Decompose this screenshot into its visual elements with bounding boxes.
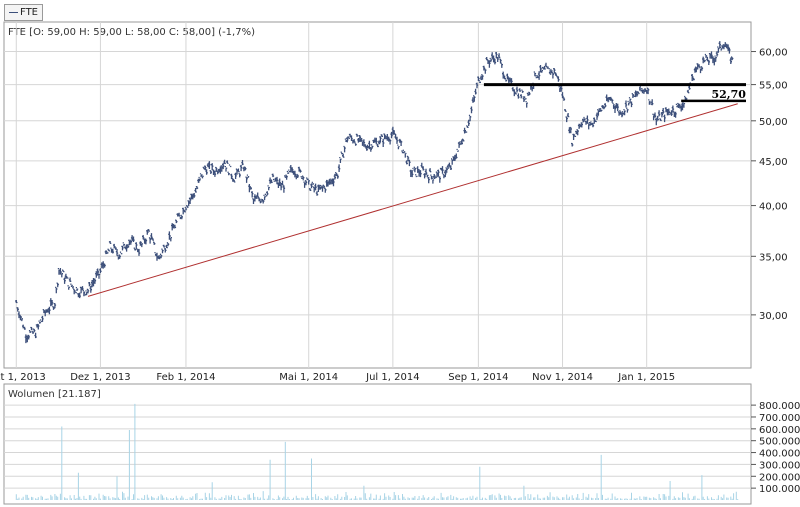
price-y-tick-label: 35,00 [759,252,788,263]
trend-line [87,103,738,297]
price-x-axis: Okt 1, 2013 Dez 1, 2013 Feb 1, 2014 Mai 1, … [0,372,675,383]
volume-y-tick-label: 300.000 [759,460,800,471]
volume-y-tick-label: 100.000 [759,484,800,495]
price-panel-frame [3,21,752,369]
price-y-tick-label: 60,00 [759,48,788,59]
price-y-tick-label: 50,00 [759,117,788,128]
x-tick-label: Nov 1, 2014 [532,372,593,383]
price-y-axis: 30,00 35,00 40,00 45,00 50,00 55,00 60,00 [751,48,788,322]
price-panel-title: FTE [O: 59,00 H: 59,00 L: 58,00 C: 58,00… [8,27,255,38]
volume-y-tick-label: 400.000 [759,449,800,460]
symbol-tag: FTE [4,4,44,21]
x-tick-label: Feb 1, 2014 [156,372,215,383]
volume-panel: Wolumen [21.187] 100.000200.000300.00040… [3,383,800,505]
x-tick-label: Jan 1, 2015 [617,372,675,383]
price-y-tick-label: 55,00 [759,81,788,92]
price-ohlc-series [15,41,734,344]
symbol-tag-text: FTE [20,7,39,18]
volume-bars [15,403,739,500]
price-bars-path [15,41,734,344]
x-tick-label: Jul 1, 2014 [365,372,419,383]
volume-bars-path [15,403,739,500]
x-tick-label: Sep 1, 2014 [448,372,508,383]
price-panel: FTE [O: 59,00 H: 59,00 L: 58,00 C: 58,00… [0,21,788,504]
volume-y-tick-label: 500.000 [759,437,800,448]
price-y-tick-label: 30,00 [759,311,788,322]
volume-y-tick-label: 600.000 [759,425,800,436]
volume-panel-frame [3,383,752,505]
volume-grid [4,404,751,489]
volume-panel-title: Wolumen [21.187] [8,389,101,400]
price-y-tick-label: 40,00 [759,202,788,213]
volume-y-tick-label: 800.000 [759,401,800,412]
x-tick-label: Dez 1, 2013 [70,372,130,383]
volume-y-tick-label: 200.000 [759,472,800,483]
volume-y-axis: 100.000200.000300.000400.000500.000600.0… [751,401,800,495]
volume-y-tick-label: 700.000 [759,413,800,424]
x-tick-label: Okt 1, 2013 [0,372,46,383]
support-level-label: 52,70 [712,88,747,101]
price-y-tick-label: 45,00 [759,157,788,168]
series-swatch [9,11,18,13]
x-tick-label: Mai 1, 2014 [279,372,338,383]
